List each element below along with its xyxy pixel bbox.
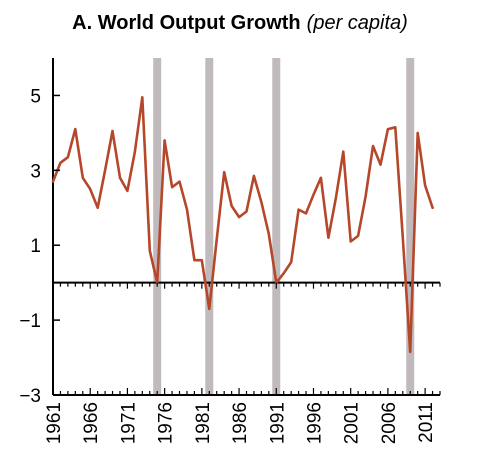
y-tick-label: 3 — [30, 161, 41, 182]
x-tick-label: 1991 — [267, 402, 288, 444]
x-tick-label: 1961 — [44, 402, 65, 444]
x-tick-label: 1966 — [81, 402, 102, 444]
chart-title: A. World Output Growth (per capita) — [72, 12, 408, 34]
chart-title-main: A. World Output Growth — [72, 12, 300, 34]
recession-bands — [153, 58, 415, 395]
x-tick-label: 1981 — [193, 402, 214, 444]
x-tick-label: 1976 — [156, 402, 177, 444]
x-tick-label: 2011 — [416, 402, 437, 443]
axes — [52, 58, 440, 396]
y-tick-label: 1 — [30, 236, 41, 257]
x-tick-label: 2006 — [379, 402, 400, 444]
recession-band-1982 — [205, 58, 214, 395]
y-tick-label: 5 — [30, 86, 41, 107]
series-line — [51, 96, 434, 354]
tick-marks — [52, 94, 441, 396]
y-tick-label: −1 — [19, 311, 41, 332]
recession-band-2009 — [406, 58, 415, 395]
x-tick-label: 2001 — [342, 402, 363, 444]
x-tick-label: 1996 — [304, 402, 325, 444]
x-tick-label: 1986 — [230, 402, 251, 444]
recession-band-1991 — [272, 58, 281, 395]
x-tick-label: 1971 — [118, 402, 139, 444]
recession-band-1975 — [153, 58, 162, 395]
y-tick-label: −3 — [19, 386, 41, 407]
chart-title-subtitle: (per capita) — [307, 12, 408, 34]
